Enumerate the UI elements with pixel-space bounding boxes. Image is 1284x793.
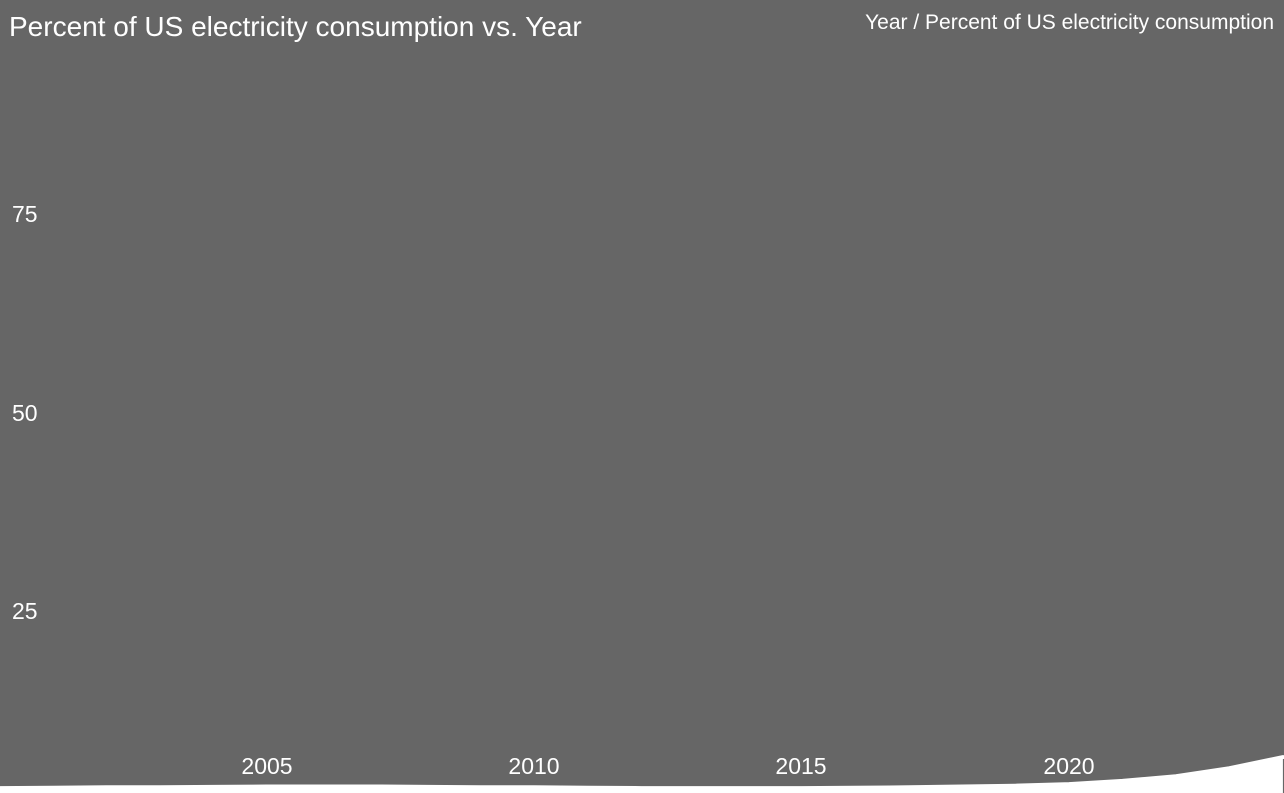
x-axis-tick-label: 2020 — [1043, 753, 1095, 779]
y-axis-tick-label: 50 — [12, 400, 38, 426]
y-axis-tick-label: 25 — [12, 598, 38, 624]
x-axis-tick-label: 2015 — [775, 753, 827, 779]
series-line — [0, 755, 1284, 791]
legend-label: Year / Percent of US electricity consump… — [865, 11, 1274, 34]
chart-title: Percent of US electricity consumption vs… — [9, 11, 582, 42]
y-axis-tick-label: 75 — [12, 201, 38, 227]
series-area-fill — [0, 757, 1283, 793]
x-axis-tick-label: 2010 — [508, 753, 560, 779]
x-axis-tick-label: 2005 — [241, 753, 293, 779]
